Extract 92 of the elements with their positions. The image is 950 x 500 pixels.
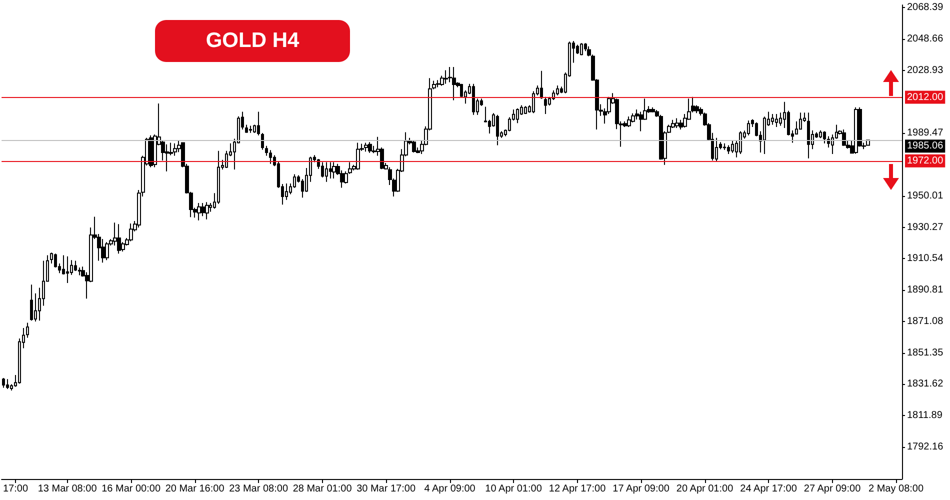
x-tick-label: 16 Mar 00:00 xyxy=(102,484,161,494)
candlestick xyxy=(245,124,248,134)
candlestick xyxy=(364,142,368,152)
candlestick xyxy=(842,129,846,146)
candlestick xyxy=(715,137,718,162)
x-tick-label: 27 Apr 09:00 xyxy=(804,484,862,494)
candlestick xyxy=(496,114,499,146)
x-tick-label: 4 Apr 09:00 xyxy=(424,484,476,494)
candlestick xyxy=(540,70,543,100)
candlestick xyxy=(325,162,328,182)
y-tick-label: 1871.08 xyxy=(907,316,944,327)
candlestick xyxy=(6,378,9,390)
candlestick xyxy=(2,377,5,388)
candlestick xyxy=(580,42,583,56)
y-tick-label: 2028.93 xyxy=(907,64,944,76)
x-tick-label: 23 Mar 08:00 xyxy=(229,484,288,494)
candlestick xyxy=(452,66,456,101)
candlestick xyxy=(524,106,527,114)
y-tick-label: 1851.35 xyxy=(907,347,944,358)
candlestick xyxy=(101,238,105,264)
candlestick xyxy=(823,130,826,144)
x-tick-label: 30 Mar 17:00 xyxy=(356,484,416,494)
x-tick-label: 20 Apr 01:00 xyxy=(676,484,734,494)
candlestick xyxy=(217,150,220,204)
candlestick xyxy=(731,140,734,154)
candlestick xyxy=(332,162,336,180)
candlestick xyxy=(50,252,53,264)
candlestick xyxy=(329,162,332,180)
candlestick xyxy=(356,142,360,170)
candlestick xyxy=(74,260,77,272)
candlestick xyxy=(165,144,169,172)
candlestick xyxy=(651,106,655,113)
candlestick xyxy=(285,182,288,200)
candlestick xyxy=(129,223,133,242)
candlestick xyxy=(412,140,416,153)
candlestick xyxy=(149,134,153,168)
candlestick xyxy=(197,202,201,221)
y-tick-label: 1890.81 xyxy=(907,284,944,296)
candlestick xyxy=(556,84,559,96)
candlestick xyxy=(799,112,802,130)
candlestick xyxy=(201,202,205,217)
x-tick-label: 17 Apr 09:00 xyxy=(612,484,670,494)
candlestick xyxy=(627,116,631,128)
x-tick-label: 2 May 08:00 xyxy=(868,484,924,494)
y-tick-label: 2048.66 xyxy=(907,33,944,44)
ref-line-label: 2012.00 xyxy=(907,92,944,103)
y-tick-label: 1910.54 xyxy=(907,253,944,264)
candlestick xyxy=(368,142,372,154)
candlestick xyxy=(444,70,448,84)
y-tick-label: 1989.47 xyxy=(907,128,944,139)
candlestick xyxy=(205,202,209,220)
ref-line-label: 1985.06 xyxy=(907,140,944,152)
y-tick-label: 1930.27 xyxy=(907,222,944,233)
x-tick-label: 13 Mar 08:00 xyxy=(38,484,98,494)
candlestick xyxy=(723,142,726,150)
candlestick xyxy=(321,162,324,178)
candlestick xyxy=(584,42,587,52)
x-tick-label: 24 Apr 17:00 xyxy=(740,484,798,494)
candlestick xyxy=(30,284,33,322)
candlestick xyxy=(747,120,750,136)
candlestick xyxy=(472,83,475,116)
ref-line-label: 1972.00 xyxy=(907,155,944,166)
y-tick-label: 1811.89 xyxy=(907,410,943,422)
candlestick xyxy=(854,106,858,154)
candlestick xyxy=(66,256,69,284)
candlestick xyxy=(173,142,177,156)
candlestick xyxy=(117,224,121,254)
candlestick xyxy=(257,111,260,136)
candlestick xyxy=(771,113,774,126)
candlestick xyxy=(544,96,547,114)
x-tick-label: 10 Apr 01:00 xyxy=(485,484,542,494)
x-tick-label: 12 Apr 17:00 xyxy=(548,484,606,494)
candlestick xyxy=(436,80,440,88)
y-tick-label: 1950.01 xyxy=(907,190,944,202)
y-tick-label: 1831.62 xyxy=(907,378,944,390)
candlestick xyxy=(739,130,742,155)
candlestick xyxy=(516,108,519,124)
candlestick xyxy=(105,242,109,261)
candlestick xyxy=(249,125,252,134)
text: GOLD H4 xyxy=(206,29,300,53)
candlestick xyxy=(727,144,730,155)
x-tick-label: 20 Mar 16:00 xyxy=(165,484,225,494)
x-tick-label: 17:00 xyxy=(2,484,28,494)
candlestick xyxy=(261,132,264,150)
candlestick xyxy=(269,150,272,164)
candlestick xyxy=(631,112,635,123)
y-tick-label: 2068.39 xyxy=(907,2,944,14)
candlestick xyxy=(807,112,810,159)
candlestick xyxy=(675,118,679,128)
x-tick-label: 28 Mar 01:00 xyxy=(292,484,352,494)
y-tick-label: 1792.16 xyxy=(907,441,944,452)
candlestick xyxy=(775,113,778,128)
